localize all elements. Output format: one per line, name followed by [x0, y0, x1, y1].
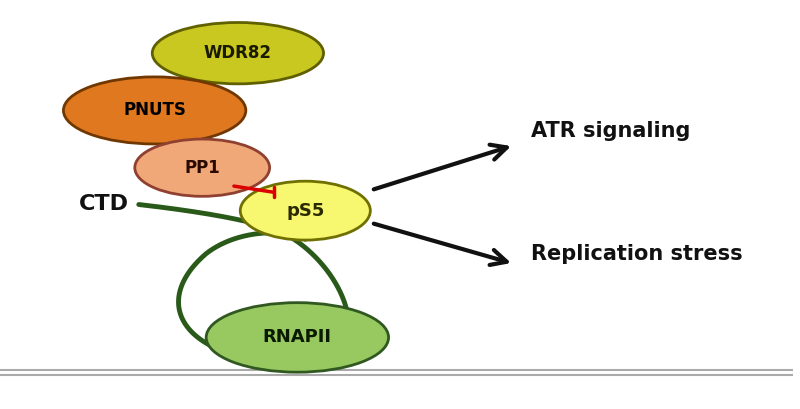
Text: pS5: pS5 — [286, 202, 325, 220]
Ellipse shape — [206, 303, 389, 372]
Text: CTD: CTD — [79, 195, 130, 214]
Ellipse shape — [135, 139, 270, 196]
Text: PP1: PP1 — [184, 159, 220, 177]
Text: Replication stress: Replication stress — [531, 244, 743, 263]
Text: WDR82: WDR82 — [204, 44, 272, 62]
Text: ATR signaling: ATR signaling — [531, 121, 690, 141]
Ellipse shape — [63, 77, 246, 144]
Text: PNUTS: PNUTS — [123, 101, 186, 119]
Ellipse shape — [240, 181, 370, 240]
Text: RNAPII: RNAPII — [263, 328, 332, 346]
Ellipse shape — [152, 22, 323, 84]
